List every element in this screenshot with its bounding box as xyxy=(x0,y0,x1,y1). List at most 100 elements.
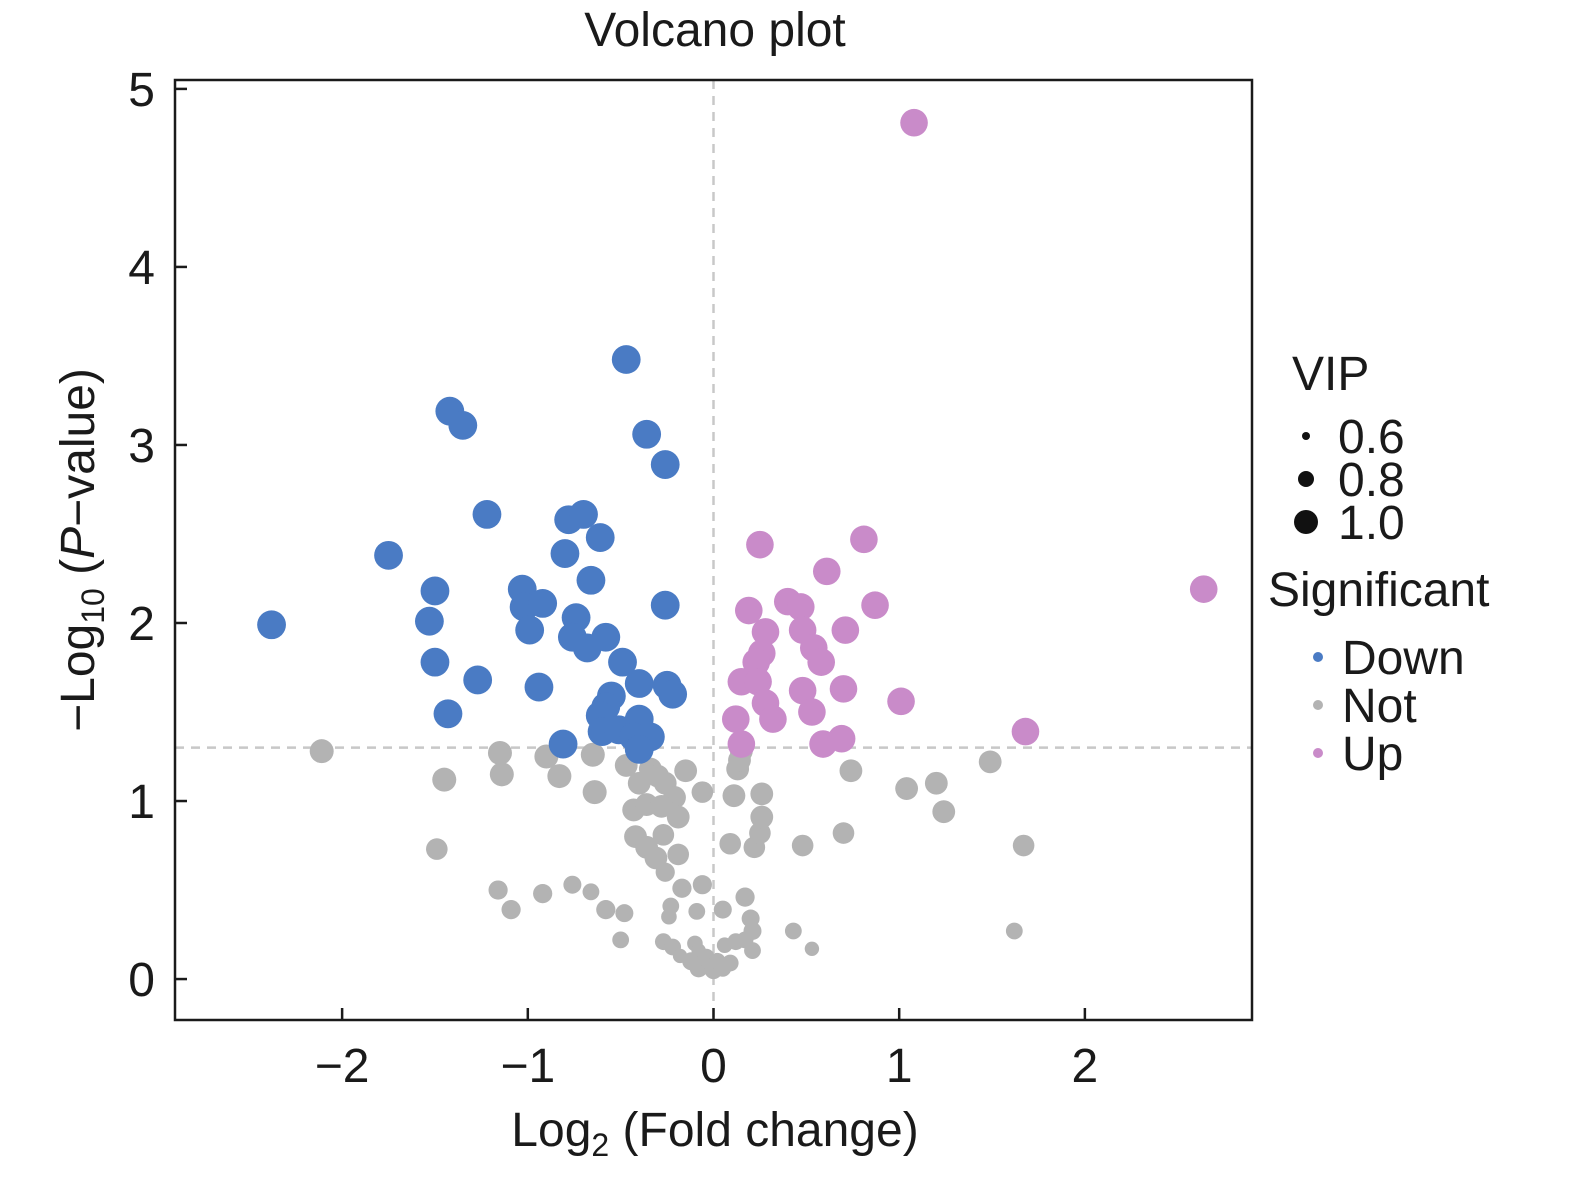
point-not-14 xyxy=(596,900,616,920)
point-not-16 xyxy=(612,931,630,949)
point-not-1 xyxy=(432,767,457,792)
point-not-33 xyxy=(667,843,690,866)
point-up-6 xyxy=(734,596,763,625)
x-axis-label-main: Log xyxy=(511,1104,591,1157)
point-not-77 xyxy=(1005,922,1023,940)
point-down-41 xyxy=(548,729,578,759)
point-up-5 xyxy=(812,557,841,586)
x-tick-label: −1 xyxy=(500,1040,555,1093)
point-down-14 xyxy=(524,672,554,702)
legend-size-marker xyxy=(1298,471,1314,487)
legend-label-not: Not xyxy=(1342,680,1417,733)
point-not-6 xyxy=(580,742,605,767)
point-not-3 xyxy=(489,762,514,787)
point-not-51 xyxy=(721,954,739,972)
point-up-18 xyxy=(744,667,772,696)
x-axis-label: Log2 (Fold change) xyxy=(511,1104,918,1163)
point-not-57 xyxy=(741,909,760,928)
point-up-22 xyxy=(798,698,826,726)
point-not-36 xyxy=(692,875,712,895)
data-points xyxy=(257,108,1218,980)
point-down-7 xyxy=(448,410,478,440)
threshold-lines xyxy=(175,80,1252,1020)
point-not-72 xyxy=(895,777,919,800)
point-not-10 xyxy=(501,900,521,920)
point-not-7 xyxy=(582,780,607,805)
point-not-15 xyxy=(615,904,634,923)
point-down-4 xyxy=(420,647,450,677)
y-axis-label-subscript: 10 xyxy=(75,588,111,624)
y-axis-label-italic: P xyxy=(52,527,105,559)
point-not-74 xyxy=(932,800,956,824)
point-down-13 xyxy=(515,615,545,645)
point-not-5 xyxy=(547,764,572,789)
point-up-9 xyxy=(861,591,889,619)
point-not-79 xyxy=(804,941,820,956)
point-not-73 xyxy=(924,771,948,795)
point-not-8 xyxy=(426,838,448,860)
y-axis-label: −Log10 (P−value) xyxy=(52,368,111,732)
point-not-58 xyxy=(735,887,755,907)
point-down-31 xyxy=(658,679,688,709)
point-down-3 xyxy=(414,606,444,636)
point-down-27 xyxy=(650,450,680,479)
point-not-31 xyxy=(652,824,675,846)
point-not-63 xyxy=(750,805,774,829)
point-not-76 xyxy=(1012,834,1035,857)
x-tick-label: 2 xyxy=(1072,1040,1099,1093)
point-up-12 xyxy=(831,616,860,644)
point-up-16 xyxy=(807,648,835,676)
point-down-5 xyxy=(463,665,493,695)
point-up-19 xyxy=(788,676,817,705)
legend-color-title: Significant xyxy=(1268,564,1489,617)
point-up-20 xyxy=(829,675,858,703)
y-tick-label: 5 xyxy=(128,64,155,117)
point-up-4 xyxy=(850,525,878,554)
y-axis-label-prefix: −Log xyxy=(52,624,105,732)
point-up-3 xyxy=(746,530,774,559)
x-tick-label: 1 xyxy=(886,1040,913,1093)
y-axis-label-rest: −value) xyxy=(52,368,105,527)
point-down-25 xyxy=(611,345,641,374)
point-down-28 xyxy=(650,590,680,620)
y-tick-label: 4 xyxy=(128,242,155,295)
point-not-23 xyxy=(674,759,698,783)
legend-marker-not xyxy=(1313,700,1323,710)
point-down-26 xyxy=(632,419,662,449)
legend-size-label: 0.8 xyxy=(1338,454,1405,507)
legend-size-label: 0.6 xyxy=(1338,411,1405,464)
legend-size-marker xyxy=(1294,510,1318,534)
chart-title: Volcano plot xyxy=(584,4,846,57)
legend-size-label: 1.0 xyxy=(1338,497,1405,550)
point-up-25 xyxy=(759,705,787,733)
point-up-8 xyxy=(786,593,815,621)
point-not-78 xyxy=(784,922,802,940)
point-down-8 xyxy=(472,499,502,529)
point-down-1 xyxy=(374,540,403,570)
point-down-12 xyxy=(528,589,558,618)
point-not-60 xyxy=(719,832,742,855)
legend-size-marker xyxy=(1302,432,1310,440)
x-axis-label-rest: (Fold change) xyxy=(609,1104,919,1157)
point-up-28 xyxy=(827,724,856,753)
point-up-2 xyxy=(1011,717,1040,746)
point-not-35 xyxy=(672,878,692,898)
point-up-0 xyxy=(900,108,928,137)
point-down-29 xyxy=(624,669,654,698)
point-down-19 xyxy=(576,565,606,595)
point-down-2 xyxy=(420,576,450,606)
point-not-24 xyxy=(691,781,714,803)
y-tick-label: 0 xyxy=(128,954,155,1007)
point-not-75 xyxy=(978,750,1002,774)
x-tick-label: −2 xyxy=(315,1040,370,1093)
y-axis-label-open: ( xyxy=(52,559,105,588)
point-down-40 xyxy=(624,734,654,764)
point-not-0 xyxy=(309,739,334,764)
point-not-64 xyxy=(750,782,774,806)
point-not-2 xyxy=(487,740,512,765)
legend-marker-down xyxy=(1313,652,1323,662)
point-not-28 xyxy=(666,805,690,829)
legend-size-entries: 0.60.81.0 xyxy=(1294,411,1405,550)
